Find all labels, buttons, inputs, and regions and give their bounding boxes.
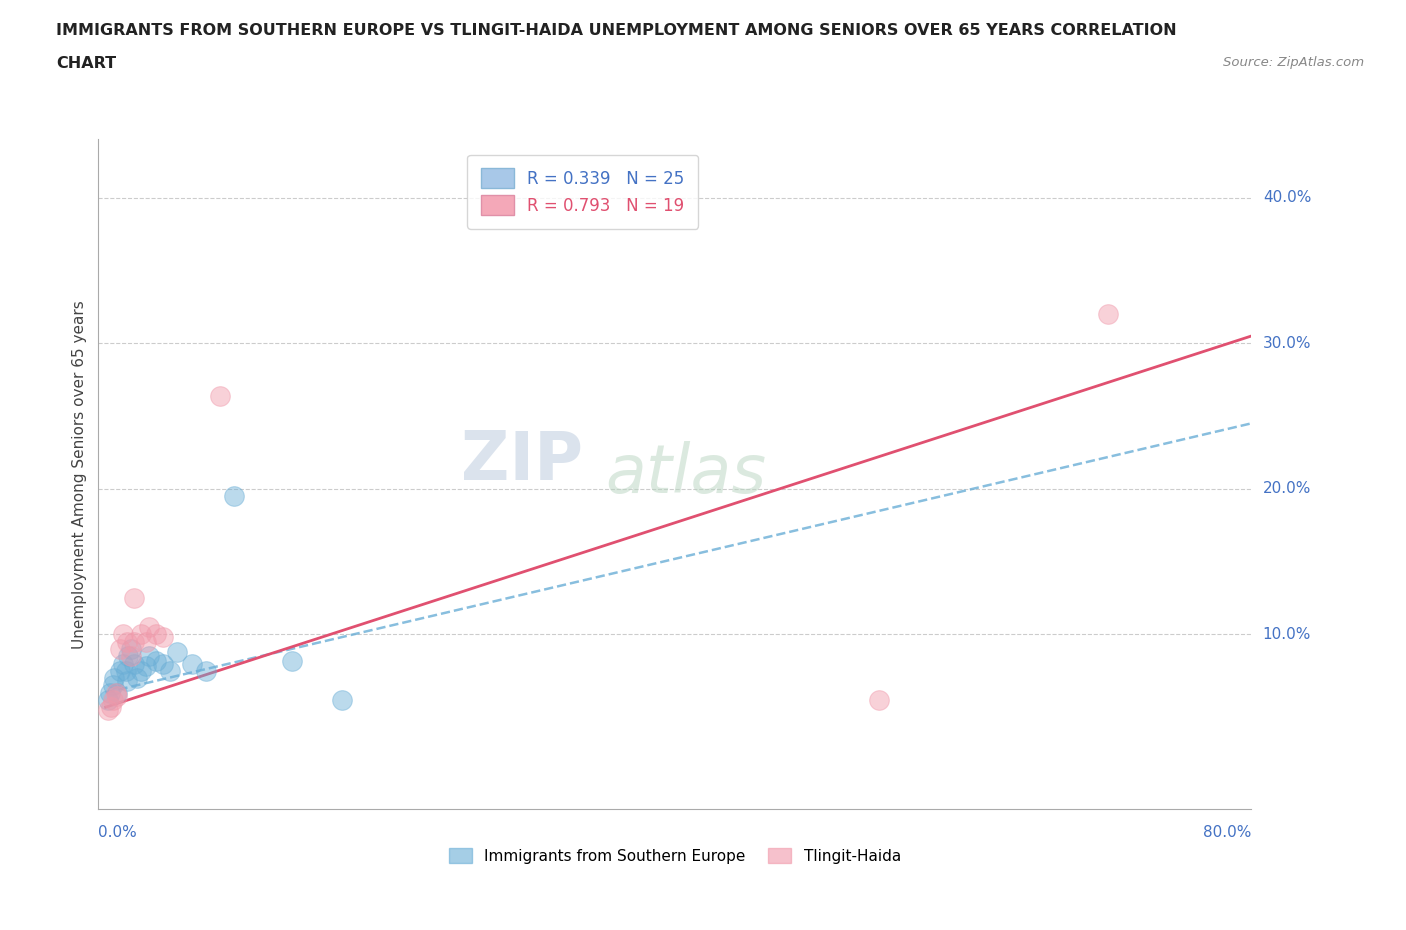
Point [114, 663, 136, 678]
Point [98, 685, 121, 700]
Point [127, 671, 149, 685]
Text: CHART: CHART [56, 56, 117, 71]
Point [105, 685, 128, 700]
Point [122, 591, 145, 605]
Point [111, 627, 134, 642]
Point [868, 693, 890, 708]
Point [122, 634, 145, 649]
Point [145, 653, 167, 668]
Point [101, 693, 124, 708]
Point [97, 693, 120, 708]
Point [145, 627, 167, 642]
Text: 10.0%: 10.0% [1263, 627, 1312, 642]
Point [115, 634, 138, 649]
Point [159, 663, 181, 678]
Point [131, 663, 153, 678]
Point [166, 644, 188, 659]
Point [101, 678, 124, 693]
Text: atlas: atlas [606, 442, 766, 507]
Point [135, 634, 157, 649]
Point [104, 685, 127, 700]
Text: ZIP: ZIP [461, 428, 582, 494]
Point [224, 488, 246, 503]
Point [194, 663, 217, 678]
Point [120, 649, 142, 664]
Text: 0.0%: 0.0% [98, 825, 138, 840]
Point [152, 656, 174, 671]
Text: 40.0%: 40.0% [1263, 191, 1312, 206]
Point [103, 671, 125, 685]
Point [135, 659, 157, 674]
Legend: R = 0.339   N = 25, R = 0.793   N = 19: R = 0.339 N = 25, R = 0.793 N = 19 [467, 154, 697, 229]
Point [108, 642, 131, 657]
Point [131, 627, 153, 642]
Text: 20.0%: 20.0% [1263, 482, 1312, 497]
Text: 30.0%: 30.0% [1263, 336, 1312, 351]
Point [100, 699, 122, 714]
Point [115, 673, 138, 688]
Legend: Immigrants from Southern Europe, Tlingit-Haida: Immigrants from Southern Europe, Tlingit… [441, 840, 908, 871]
Point [180, 656, 202, 671]
Text: 80.0%: 80.0% [1204, 825, 1251, 840]
Text: IMMIGRANTS FROM SOUTHERN EUROPE VS TLINGIT-HAIDA UNEMPLOYMENT AMONG SENIORS OVER: IMMIGRANTS FROM SOUTHERN EUROPE VS TLING… [56, 23, 1177, 38]
Point [120, 642, 142, 657]
Point [330, 693, 353, 708]
Point [117, 649, 139, 664]
Y-axis label: Unemployment Among Seniors over 65 years: Unemployment Among Seniors over 65 years [72, 300, 87, 649]
Point [122, 656, 145, 671]
Point [105, 688, 128, 703]
Point [138, 619, 160, 634]
Point [152, 630, 174, 644]
Point [281, 653, 304, 668]
Point [111, 656, 134, 671]
Point [1097, 307, 1119, 322]
Point [209, 388, 232, 403]
Text: Source: ZipAtlas.com: Source: ZipAtlas.com [1223, 56, 1364, 69]
Point [97, 703, 120, 718]
Point [138, 649, 160, 664]
Point [108, 663, 131, 678]
